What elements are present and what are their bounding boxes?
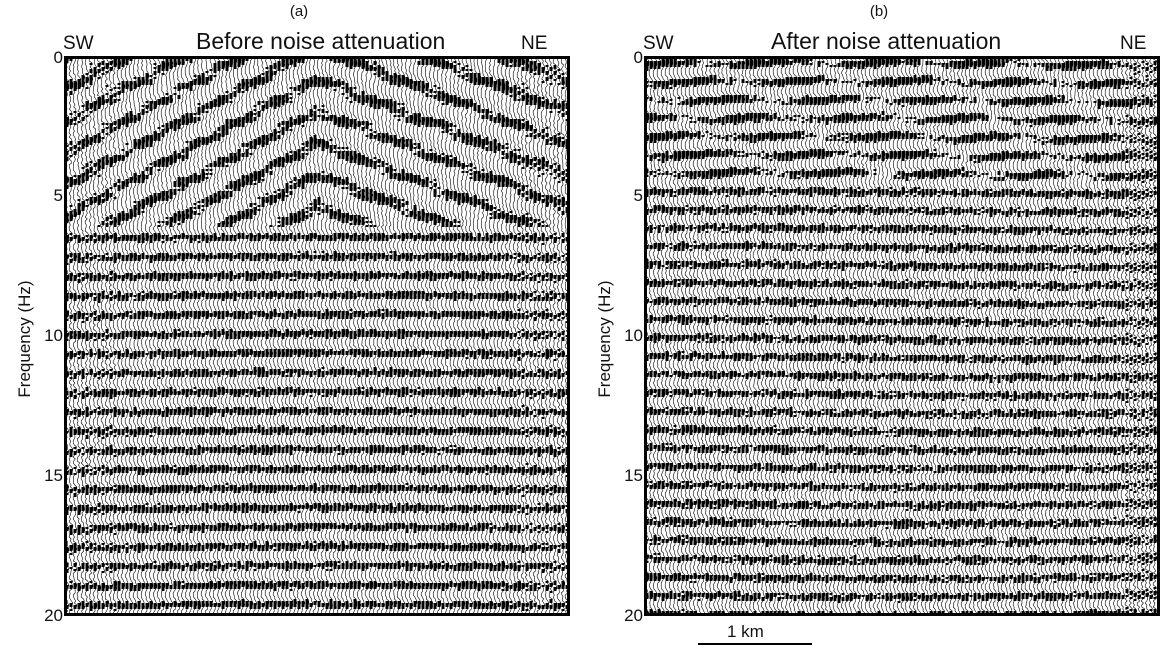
scale-bar-line [698,643,812,645]
y-tick-label: 15 [611,466,643,486]
panel-letter: (a) [28,3,570,20]
seismic-texture [647,59,1157,613]
scale-bar-label: 1 km [727,622,764,642]
y-tick-label: 20 [31,606,63,626]
y-tick-label: 0 [611,48,643,68]
y-tick-label: 10 [611,326,643,346]
direction-right-label: NE [1120,33,1146,55]
y-tick-label: 0 [31,48,63,68]
direction-left-label: SW [63,33,94,55]
seismic-section-after [644,56,1160,616]
direction-right-label: NE [521,33,547,55]
y-tick-label: 5 [31,186,63,206]
panel-after: (b) SW After noise attenuation NE Freque… [580,0,1160,646]
seismic-section-before [64,56,570,616]
y-tick-label: 15 [31,466,63,486]
y-tick-label: 20 [611,606,643,626]
panel-before: (a) SW Before noise attenuation NE Frequ… [0,0,580,646]
direction-left-label: SW [643,33,674,55]
panel-title: Before noise attenuation [196,28,445,55]
seismic-texture [67,59,567,613]
y-tick-label: 10 [31,326,63,346]
panel-letter: (b) [608,3,1150,20]
y-tick-label: 5 [611,186,643,206]
panel-title: After noise attenuation [771,28,1001,55]
